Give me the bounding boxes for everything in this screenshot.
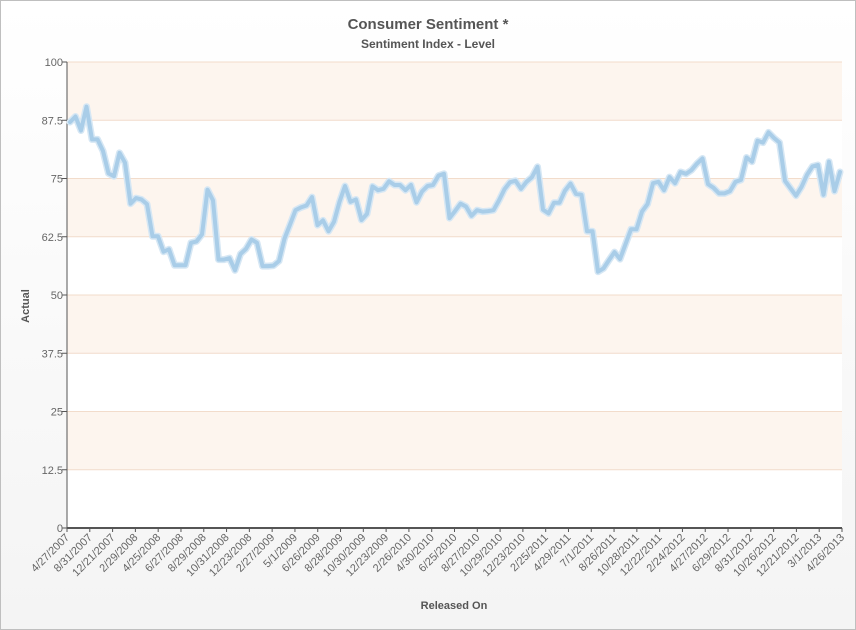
y-tick-label: 0 <box>57 523 63 535</box>
series-line <box>68 104 842 274</box>
plot-band <box>67 236 842 295</box>
y-tick-label: 87.5 <box>42 115 63 127</box>
plot-band <box>67 62 842 121</box>
y-tick-label: 12.5 <box>42 465 63 477</box>
plot-band <box>67 295 842 354</box>
y-tick-label: 25 <box>51 407 63 419</box>
plot-band <box>67 411 842 470</box>
plot-band <box>67 353 842 412</box>
plot-band <box>67 120 842 179</box>
y-tick-label: 75 <box>51 174 63 186</box>
chart-subtitle: Sentiment Index - Level <box>360 37 496 51</box>
y-tick-label: 100 <box>45 57 63 69</box>
x-axis-label: Released On <box>420 600 488 612</box>
y-tick-label: 50 <box>51 290 63 302</box>
plot-band <box>67 469 842 528</box>
chart-title: Consumer Sentiment * <box>347 16 509 33</box>
y-tick-label: 62.5 <box>42 232 63 244</box>
y-tick-label: 37.5 <box>42 348 63 360</box>
